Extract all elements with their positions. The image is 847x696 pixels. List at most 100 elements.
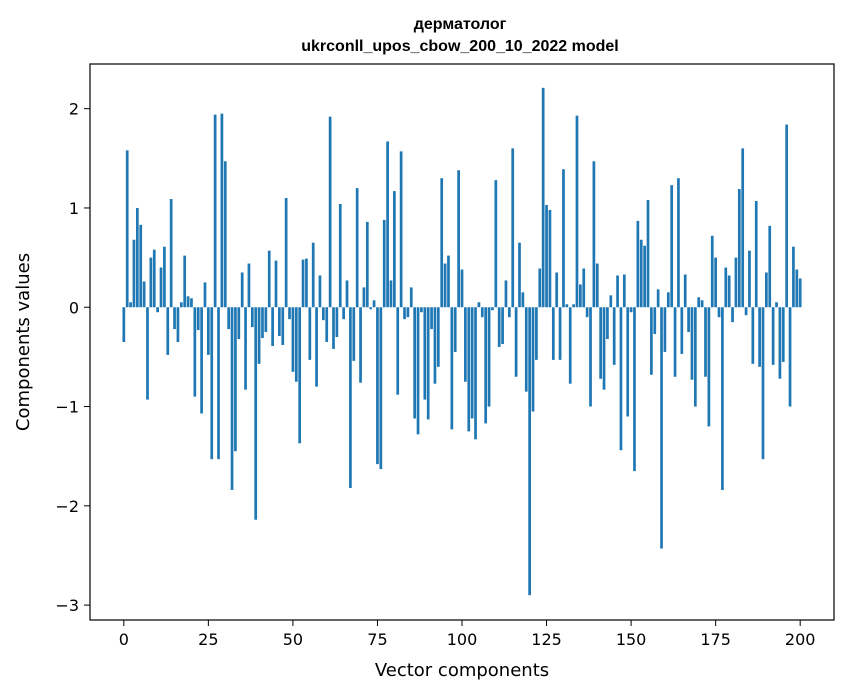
bar-168 (690, 307, 694, 380)
bar-127 (551, 307, 555, 360)
bar-157 (653, 307, 657, 335)
bar-93 (436, 307, 440, 367)
bar-24 (203, 282, 207, 308)
bar-47 (281, 307, 285, 345)
bar-85 (409, 287, 413, 308)
bar-95 (443, 263, 447, 308)
bar-67 (349, 307, 352, 488)
bar-17 (179, 302, 183, 308)
bar-182 (737, 189, 741, 308)
bar-90 (426, 307, 430, 420)
bar-68 (352, 307, 356, 361)
x-tick-label: 75 (367, 630, 387, 649)
bar-63 (335, 307, 339, 338)
bar-22 (196, 307, 200, 331)
bar-180 (731, 307, 734, 323)
bar-193 (775, 302, 778, 308)
plot-area-frame (89, 63, 835, 621)
bar-87 (416, 307, 420, 435)
y-tick-label: 0 (69, 298, 79, 317)
bar-20 (190, 298, 193, 308)
bar-91 (430, 307, 433, 330)
bar-120 (528, 307, 531, 596)
x-tick-label: 200 (785, 630, 816, 649)
bar-39 (254, 307, 258, 520)
bar-147 (619, 307, 623, 451)
bar-14 (169, 199, 173, 308)
bar-35 (240, 272, 244, 308)
bar-183 (741, 148, 745, 308)
bar-124 (541, 87, 545, 308)
bar-62 (332, 307, 335, 349)
bar-60 (325, 307, 329, 342)
bar-105 (477, 302, 481, 308)
bar-199 (795, 269, 799, 308)
bar-139 (592, 161, 596, 308)
x-axis-ticks: 0 25 50 75 100 125 150 175 200 (119, 620, 816, 649)
bar-173 (707, 307, 711, 427)
bar-144 (609, 295, 613, 308)
bar-53 (301, 259, 305, 308)
y-tick-label: 1 (69, 199, 79, 218)
bar-164 (677, 178, 680, 308)
bar-10 (156, 307, 159, 313)
bar-40 (257, 307, 261, 364)
bar-142 (602, 307, 606, 390)
bar-34 (237, 307, 241, 340)
chart-title-line-1: дерматолог (414, 16, 507, 33)
bar-58 (318, 275, 322, 308)
bar-8 (149, 257, 153, 308)
bar-6 (142, 281, 146, 308)
bar-185 (748, 250, 751, 308)
bar-170 (697, 297, 701, 308)
bar-106 (480, 307, 484, 318)
bar-2 (129, 302, 132, 308)
x-tick-label: 125 (531, 630, 562, 649)
bar-140 (595, 263, 599, 308)
bar-138 (589, 307, 592, 407)
bar-178 (724, 267, 728, 308)
bar-149 (626, 307, 630, 417)
bar-73 (369, 307, 373, 310)
bar-200 (798, 278, 802, 308)
bar-55 (308, 307, 312, 360)
bar-104 (474, 307, 477, 440)
x-tick-label: 175 (700, 630, 731, 649)
bar-194 (778, 307, 782, 379)
bar-29 (220, 113, 224, 308)
bar-100 (460, 269, 464, 308)
bar-49 (288, 307, 291, 320)
bar-115 (511, 148, 515, 308)
bar-190 (765, 272, 768, 308)
bar-133 (572, 304, 575, 308)
bar-43 (267, 250, 271, 308)
bar-51 (294, 307, 298, 382)
bar-0 (122, 307, 126, 342)
bar-15 (173, 307, 176, 330)
bar-74 (372, 300, 376, 308)
bar-161 (666, 292, 670, 308)
x-tick-label: 50 (283, 630, 303, 649)
bar-37 (247, 263, 251, 308)
bar-56 (311, 242, 315, 308)
bar-151 (633, 307, 636, 472)
bar-121 (531, 307, 535, 412)
bar-57 (315, 307, 318, 387)
bar-1 (125, 150, 129, 308)
bar-136 (582, 268, 586, 308)
bar-131 (565, 304, 569, 308)
bar-152 (636, 220, 640, 308)
x-tick-label: 25 (198, 630, 218, 649)
bar-145 (612, 307, 616, 365)
bar-84 (406, 307, 410, 318)
bar-102 (467, 307, 471, 432)
bar-159 (660, 307, 663, 549)
bar-25 (207, 307, 210, 355)
bar-89 (423, 307, 427, 400)
bar-41 (261, 307, 264, 339)
bar-18 (183, 255, 187, 308)
bar-114 (507, 307, 511, 318)
bar-32 (230, 307, 234, 490)
bar-98 (453, 307, 457, 352)
